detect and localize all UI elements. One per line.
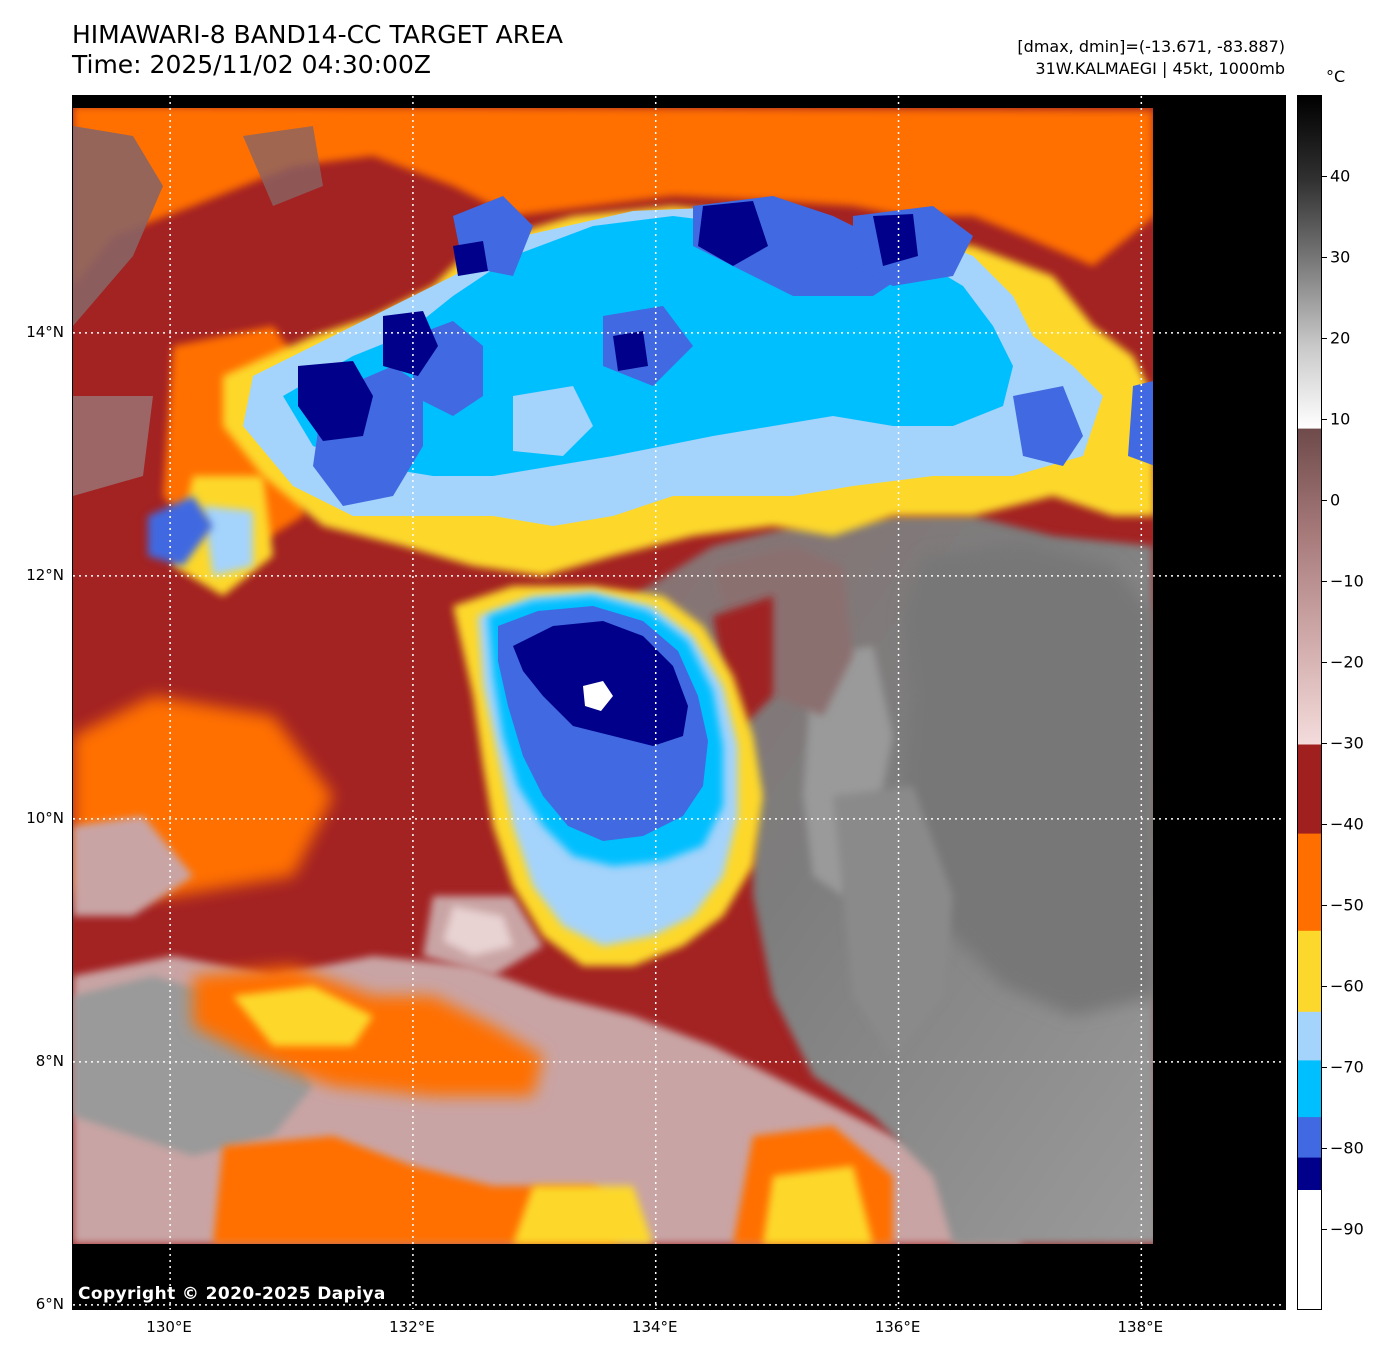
colorbar-tick-label: −90 bbox=[1330, 1219, 1364, 1239]
lon-label-132e: 132°E bbox=[389, 1318, 435, 1336]
colorbar-tick bbox=[1322, 743, 1327, 744]
storm-info-label: 31W.KALMAEGI | 45kt, 1000mb bbox=[1035, 59, 1285, 78]
lon-label-130e: 130°E bbox=[146, 1318, 192, 1336]
lat-label-14n: 14°N bbox=[26, 322, 64, 341]
lon-label-136e: 136°E bbox=[874, 1318, 921, 1336]
colorbar-tick-label: −60 bbox=[1330, 976, 1364, 996]
colorbar-band bbox=[1298, 1116, 1321, 1158]
colorbar-band bbox=[1298, 96, 1321, 429]
colorbar-gradient bbox=[1298, 96, 1321, 1309]
colorbar-tick bbox=[1322, 581, 1327, 582]
colorbar-tick bbox=[1322, 986, 1327, 987]
colorbar-band bbox=[1298, 1059, 1321, 1118]
colorbar-tick-label: 10 bbox=[1330, 409, 1351, 429]
lat-label-12n: 12°N bbox=[26, 565, 64, 584]
colorbar-tick bbox=[1322, 1067, 1327, 1068]
colorbar-band bbox=[1298, 1157, 1321, 1190]
colorbar-tick-label: −20 bbox=[1330, 652, 1364, 672]
ir-imagery bbox=[73, 96, 1285, 1309]
colorbar-tick-label: 30 bbox=[1330, 247, 1351, 267]
colorbar-tick-label: 0 bbox=[1330, 490, 1341, 510]
colorbar-tick bbox=[1322, 662, 1327, 663]
copyright-text: Copyright © 2020-2025 Dapiya bbox=[78, 1284, 386, 1304]
colorbar-unit: °C bbox=[1326, 67, 1346, 86]
colorbar-tick bbox=[1322, 1148, 1327, 1149]
lat-label-8n: 8°N bbox=[35, 1051, 64, 1070]
colorbar-tick bbox=[1322, 419, 1327, 420]
satellite-map: Copyright © 2020-2025 Dapiya bbox=[72, 95, 1286, 1310]
colorbar-band bbox=[1298, 744, 1321, 834]
lat-label-6n: 6°N bbox=[35, 1294, 64, 1313]
colorbar-tick-label: 20 bbox=[1330, 328, 1351, 348]
colorbar-tick bbox=[1322, 905, 1327, 906]
lon-label-134e: 134°E bbox=[631, 1318, 678, 1336]
timestamp: Time: 2025/11/02 04:30:00Z bbox=[72, 50, 431, 79]
colorbar-band bbox=[1298, 428, 1321, 745]
lat-label-10n: 10°N bbox=[26, 808, 64, 827]
colorbar-tick-label: −40 bbox=[1330, 814, 1364, 834]
colorbar-tick bbox=[1322, 257, 1327, 258]
colorbar-tick-label: −10 bbox=[1330, 571, 1364, 591]
colorbar-band bbox=[1298, 1189, 1321, 1309]
colorbar-tick bbox=[1322, 1229, 1327, 1230]
colorbar bbox=[1297, 95, 1322, 1310]
gridlines bbox=[73, 96, 1285, 1309]
colorbar-band bbox=[1298, 1011, 1321, 1061]
colorbar-tick bbox=[1322, 338, 1327, 339]
colorbar-tick-label: −80 bbox=[1330, 1138, 1364, 1158]
colorbar-tick bbox=[1322, 824, 1327, 825]
imagery-layers bbox=[73, 106, 1158, 1244]
colorbar-band bbox=[1298, 833, 1321, 931]
colorbar-tick-label: −70 bbox=[1330, 1057, 1364, 1077]
colorbar-tick-label: 40 bbox=[1330, 166, 1351, 186]
colorbar-tick-label: −50 bbox=[1330, 895, 1364, 915]
lon-label-138e: 138°E bbox=[1117, 1318, 1164, 1336]
colorbar-tick bbox=[1322, 500, 1327, 501]
colorbar-tick-label: −30 bbox=[1330, 733, 1364, 753]
colorbar-band bbox=[1298, 930, 1321, 1012]
chart-title: HIMAWARI-8 BAND14-CC TARGET AREA bbox=[72, 20, 564, 49]
colorbar-tick bbox=[1322, 176, 1327, 177]
dmax-dmin-label: [dmax, dmin]=(-13.671, -83.887) bbox=[1017, 37, 1285, 56]
